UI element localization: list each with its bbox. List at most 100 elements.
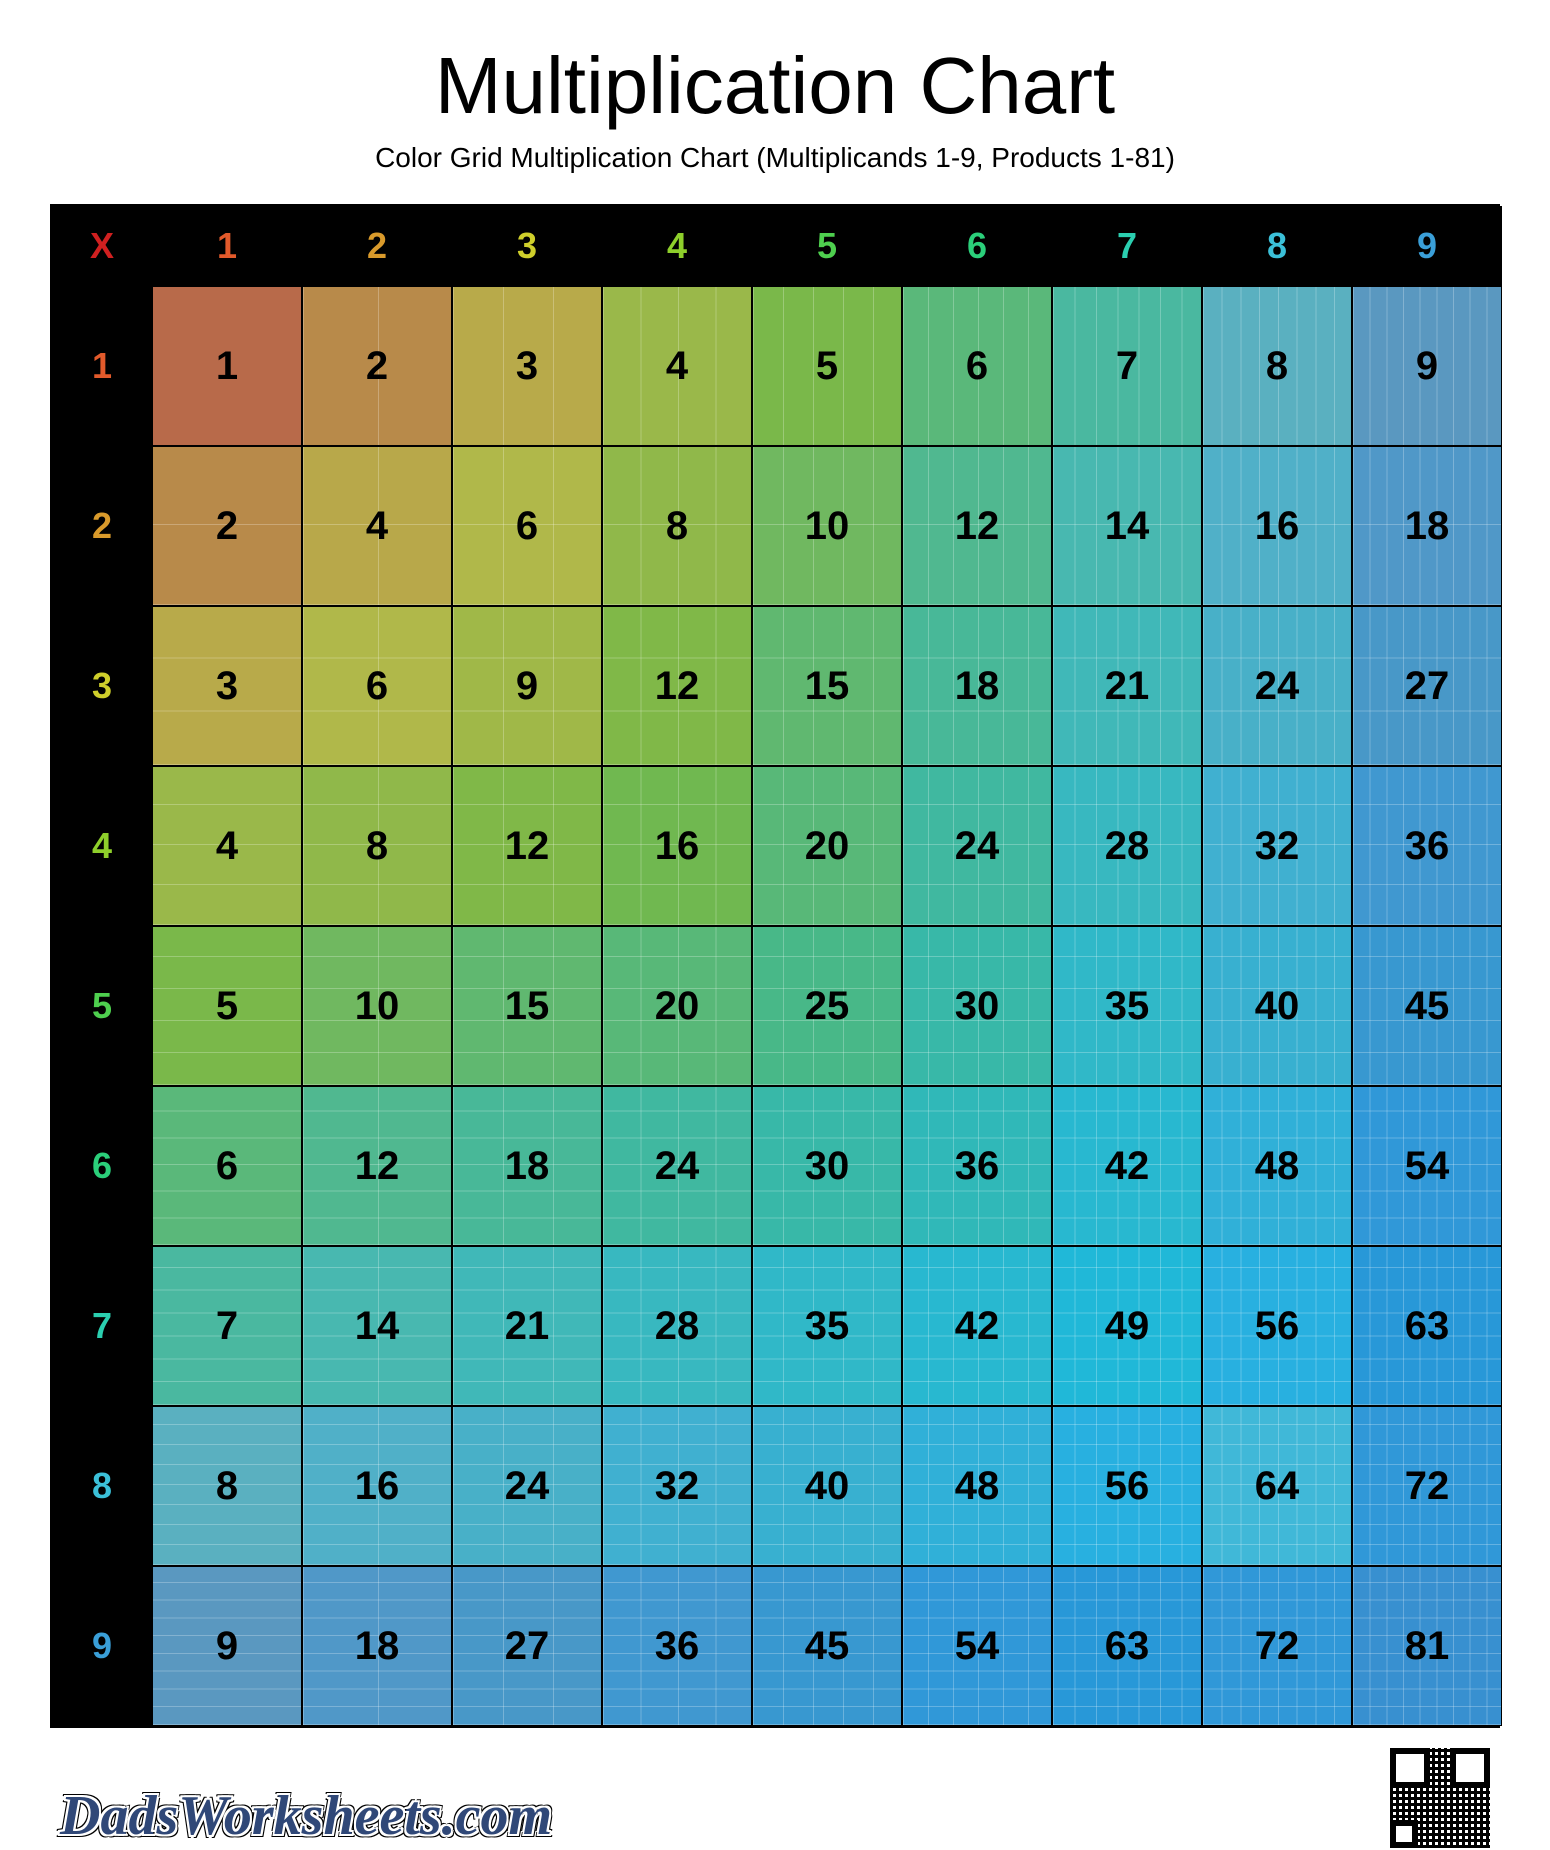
logo-text: DadsWorksheets.com — [60, 1784, 552, 1848]
product-value: 14 — [1105, 504, 1150, 549]
product-cell: 36 — [602, 1566, 752, 1726]
product-cell: 35 — [1052, 926, 1202, 1086]
product-value: 12 — [655, 664, 700, 709]
row-header: 4 — [52, 766, 152, 926]
product-cell: 28 — [602, 1246, 752, 1406]
product-cell: 72 — [1202, 1566, 1352, 1726]
product-value: 56 — [1105, 1464, 1150, 1509]
product-value: 30 — [955, 984, 1000, 1029]
product-cell: 18 — [452, 1086, 602, 1246]
row-header: 9 — [52, 1566, 152, 1726]
product-cell: 18 — [902, 606, 1052, 766]
product-cell: 45 — [1352, 926, 1502, 1086]
product-value: 6 — [966, 344, 988, 389]
product-cell: 27 — [452, 1566, 602, 1726]
product-cell: 72 — [1352, 1406, 1502, 1566]
product-value: 18 — [355, 1624, 400, 1669]
product-cell: 3 — [152, 606, 302, 766]
multiplication-chart: X123456789112345678922468101214161833691… — [50, 204, 1500, 1728]
product-value: 45 — [1405, 984, 1450, 1029]
product-cell: 16 — [602, 766, 752, 926]
product-cell: 20 — [752, 766, 902, 926]
page-subtitle: Color Grid Multiplication Chart (Multipl… — [50, 142, 1500, 174]
product-cell: 28 — [1052, 766, 1202, 926]
product-cell: 4 — [602, 286, 752, 446]
product-value: 21 — [1105, 664, 1150, 709]
product-value: 24 — [955, 824, 1000, 869]
product-cell: 9 — [1352, 286, 1502, 446]
product-cell: 54 — [902, 1566, 1052, 1726]
product-value: 4 — [216, 824, 238, 869]
product-cell: 49 — [1052, 1246, 1202, 1406]
product-value: 72 — [1405, 1464, 1450, 1509]
product-cell: 42 — [902, 1246, 1052, 1406]
product-value: 9 — [216, 1624, 238, 1669]
product-value: 4 — [366, 504, 388, 549]
product-value: 36 — [955, 1144, 1000, 1189]
product-cell: 15 — [752, 606, 902, 766]
product-value: 27 — [1405, 664, 1450, 709]
product-cell: 9 — [152, 1566, 302, 1726]
product-cell: 64 — [1202, 1406, 1352, 1566]
product-value: 8 — [216, 1464, 238, 1509]
column-header: 9 — [1352, 206, 1502, 286]
product-value: 10 — [355, 984, 400, 1029]
product-value: 5 — [216, 984, 238, 1029]
footer: DadsWorksheets.com — [50, 1728, 1500, 1848]
product-cell: 20 — [602, 926, 752, 1086]
product-value: 28 — [655, 1304, 700, 1349]
product-cell: 18 — [302, 1566, 452, 1726]
column-header: 6 — [902, 206, 1052, 286]
product-cell: 14 — [302, 1246, 452, 1406]
product-cell: 8 — [152, 1406, 302, 1566]
product-cell: 63 — [1352, 1246, 1502, 1406]
product-value: 35 — [1105, 984, 1150, 1029]
product-value: 32 — [1255, 824, 1300, 869]
row-header: 2 — [52, 446, 152, 606]
qr-code-icon — [1390, 1748, 1490, 1848]
column-header: 2 — [302, 206, 452, 286]
column-header: 5 — [752, 206, 902, 286]
product-value: 5 — [816, 344, 838, 389]
product-value: 8 — [666, 504, 688, 549]
product-cell: 27 — [1352, 606, 1502, 766]
product-value: 8 — [366, 824, 388, 869]
product-cell: 48 — [902, 1406, 1052, 1566]
product-cell: 30 — [752, 1086, 902, 1246]
product-cell: 24 — [1202, 606, 1352, 766]
column-header: 1 — [152, 206, 302, 286]
product-value: 36 — [1405, 824, 1450, 869]
product-value: 1 — [216, 344, 238, 389]
product-cell: 5 — [752, 286, 902, 446]
product-value: 7 — [216, 1304, 238, 1349]
product-cell: 12 — [902, 446, 1052, 606]
product-cell: 40 — [752, 1406, 902, 1566]
product-value: 18 — [1405, 504, 1450, 549]
product-value: 28 — [1105, 824, 1150, 869]
product-value: 81 — [1405, 1624, 1450, 1669]
product-cell: 8 — [1202, 286, 1352, 446]
product-value: 32 — [655, 1464, 700, 1509]
product-cell: 3 — [452, 286, 602, 446]
page: Multiplication Chart Color Grid Multipli… — [0, 0, 1550, 1850]
product-value: 40 — [805, 1464, 850, 1509]
product-value: 7 — [1116, 344, 1138, 389]
product-value: 54 — [955, 1624, 1000, 1669]
product-cell: 16 — [302, 1406, 452, 1566]
column-header: 3 — [452, 206, 602, 286]
product-value: 12 — [505, 824, 550, 869]
product-value: 48 — [1255, 1144, 1300, 1189]
product-cell: 24 — [452, 1406, 602, 1566]
product-value: 9 — [1416, 344, 1438, 389]
product-value: 20 — [655, 984, 700, 1029]
product-cell: 56 — [1202, 1246, 1352, 1406]
row-header: 3 — [52, 606, 152, 766]
product-cell: 30 — [902, 926, 1052, 1086]
product-value: 63 — [1105, 1624, 1150, 1669]
product-value: 21 — [505, 1304, 550, 1349]
product-cell: 32 — [1202, 766, 1352, 926]
product-cell: 14 — [1052, 446, 1202, 606]
product-cell: 40 — [1202, 926, 1352, 1086]
product-value: 27 — [505, 1624, 550, 1669]
page-title: Multiplication Chart — [50, 40, 1500, 132]
